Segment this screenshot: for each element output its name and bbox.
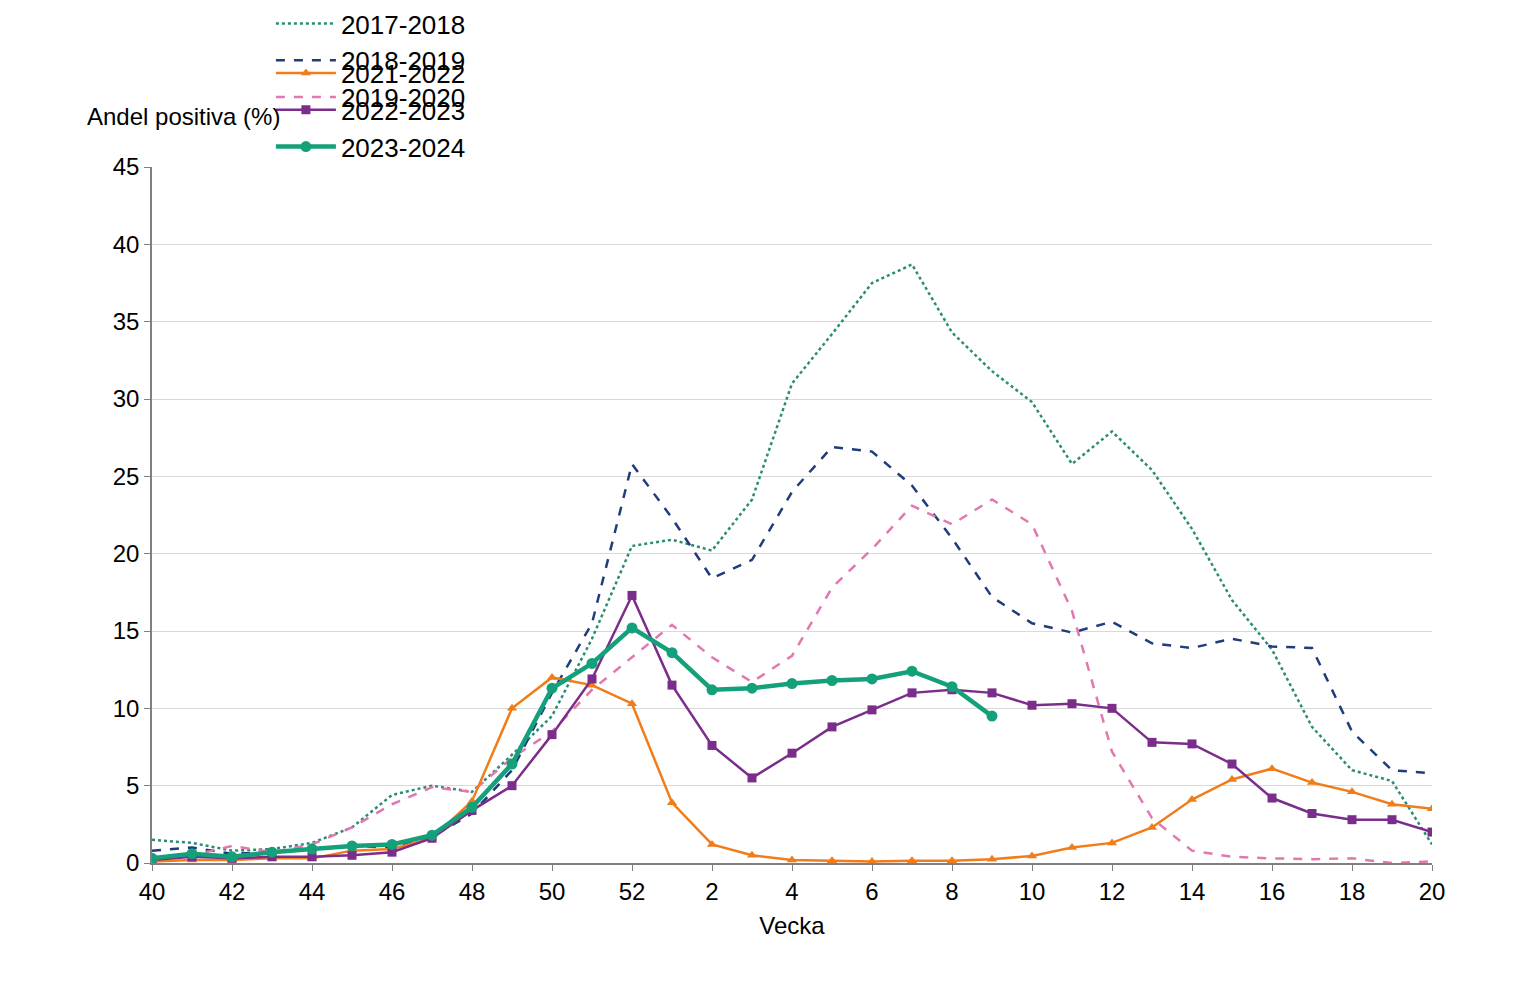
svg-text:40: 40 [139,878,166,905]
svg-text:25: 25 [113,463,140,490]
svg-text:40: 40 [113,231,140,258]
svg-text:2023-2024: 2023-2024 [341,133,465,163]
svg-text:2017-2018: 2017-2018 [341,10,465,40]
svg-text:45: 45 [113,153,140,180]
svg-text:0: 0 [126,849,139,876]
svg-text:2022-2023: 2022-2023 [341,96,465,126]
svg-text:35: 35 [113,308,140,335]
svg-text:8: 8 [945,878,958,905]
svg-text:2021-2022: 2021-2022 [341,59,465,89]
svg-text:48: 48 [459,878,486,905]
svg-text:Vecka: Vecka [759,912,825,939]
svg-text:Andel positiva (%): Andel positiva (%) [87,103,280,130]
svg-text:14: 14 [1179,878,1206,905]
svg-text:16: 16 [1259,878,1286,905]
svg-text:6: 6 [865,878,878,905]
svg-text:10: 10 [113,695,140,722]
svg-text:10: 10 [1019,878,1046,905]
svg-text:30: 30 [113,385,140,412]
svg-text:12: 12 [1099,878,1126,905]
svg-text:42: 42 [219,878,246,905]
svg-text:15: 15 [113,617,140,644]
svg-text:20: 20 [113,540,140,567]
svg-text:18: 18 [1339,878,1366,905]
svg-text:5: 5 [126,772,139,799]
svg-text:44: 44 [299,878,326,905]
svg-text:20: 20 [1419,878,1446,905]
svg-text:50: 50 [539,878,566,905]
svg-text:2: 2 [705,878,718,905]
svg-text:4: 4 [785,878,798,905]
svg-text:46: 46 [379,878,406,905]
svg-text:52: 52 [619,878,646,905]
